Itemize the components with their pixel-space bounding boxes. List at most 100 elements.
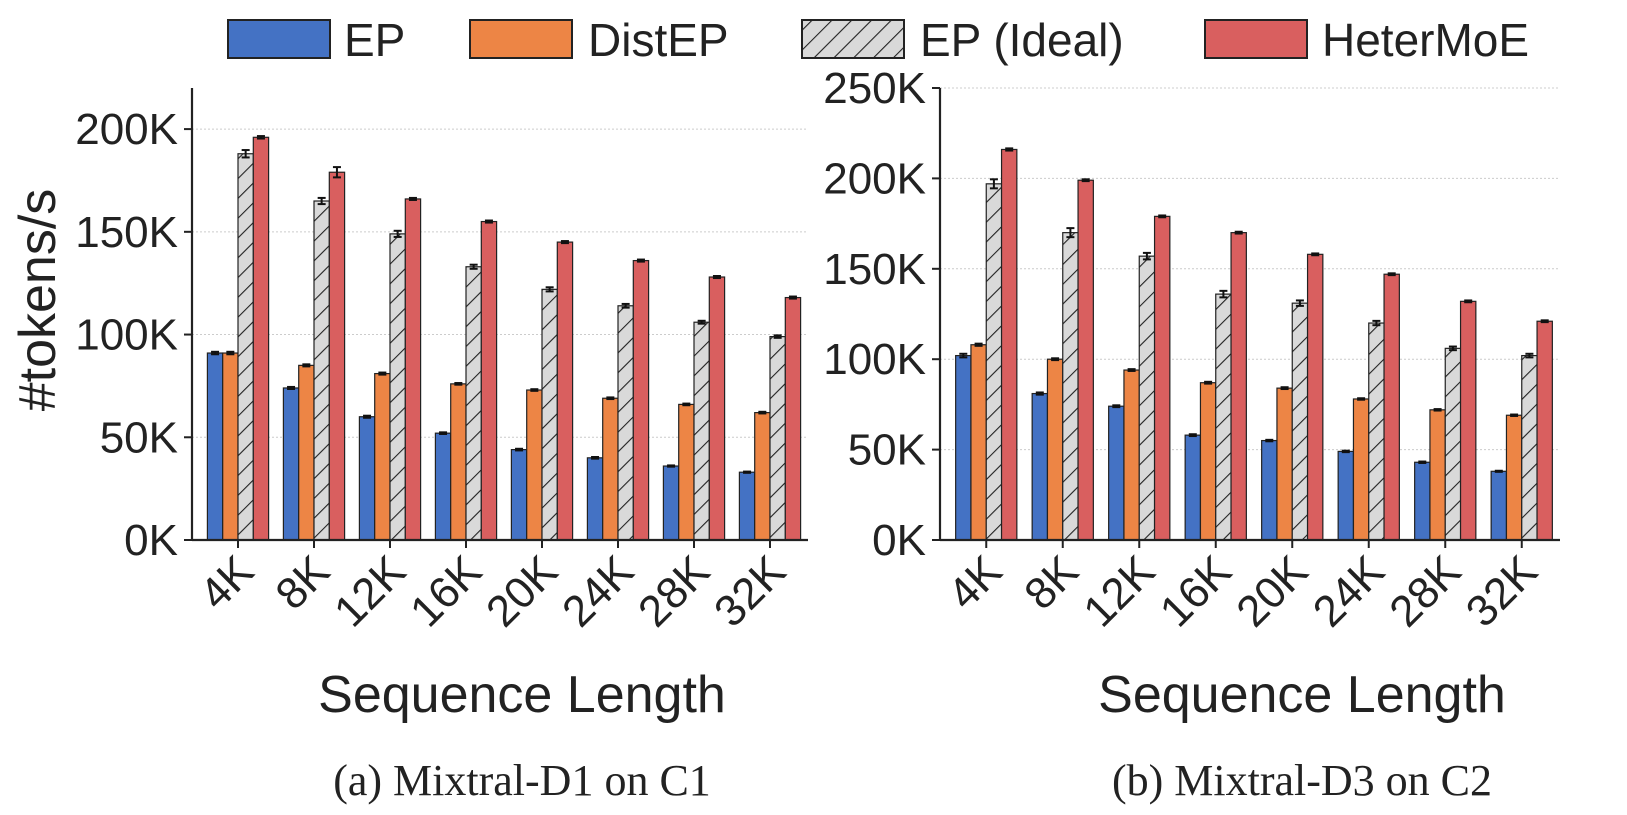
panel-b-bar-ep-8k: [1031, 392, 1049, 541]
panel-b-ytick-label-200k: 200K: [823, 154, 926, 203]
panel-a-bar-hetermoe-28k: [708, 276, 726, 541]
panel-b-bar-distep-8k: [1046, 358, 1064, 541]
panel-a-bar-ep-8k: [282, 387, 300, 541]
panel-b-bar-hetermoe-16k: [1230, 232, 1247, 541]
panel-a-bar-hetermoe-20k: [556, 241, 574, 541]
panel-b-xtick-label-24k: 24K: [1304, 546, 1394, 636]
panel-b-bar-ep-16k: [1184, 434, 1202, 541]
panel-b-bar-hetermoe-28k: [1459, 300, 1477, 541]
panel-a-ytick-label-200k: 200K: [75, 105, 178, 154]
panel-a: 4K 8K12K16K20K24K28K32K0K50K100K150K200K …: [9, 88, 808, 805]
legend-label-ep: EP: [344, 14, 405, 66]
panel-b-caption: (b) Mixtral-D3 on C2: [1112, 756, 1492, 805]
panel-b-ytick-label-0k: 0K: [872, 516, 926, 565]
panel-a-xlabel: Sequence Length: [318, 666, 726, 724]
panel-a-xtick-label-8k: 8K: [266, 546, 339, 619]
panel-a-bar-hetermoe-16k: [480, 220, 498, 541]
panel-a-xtick-label-32k: 32K: [705, 546, 795, 636]
panel-b-bar-hetermoe-4k: [1000, 148, 1018, 541]
panel-b-xlabel: Sequence Length: [1098, 666, 1506, 724]
panel-b-bar-ep-28k: [1414, 461, 1431, 541]
panel-b-bar-distep-4k: [970, 344, 987, 541]
panel-b-ytick-label-50k: 50K: [848, 426, 926, 475]
panel-a-xtick-label-4k: 4K: [190, 546, 263, 619]
panel-b-ytick-label-150k: 150K: [823, 245, 926, 294]
panel-a-bar-ep-ideal-32k: [769, 336, 786, 541]
panel-b-xtick-label-32k: 32K: [1457, 546, 1547, 636]
panel-b-xtick-label-8k: 8K: [1015, 546, 1088, 619]
panel-a-bar-distep-28k: [678, 403, 695, 541]
panel-a-xtick-label-12k: 12K: [325, 546, 415, 636]
panel-a-bar-ep-16k: [434, 432, 452, 541]
legend: EP DistEP EP (Ideal) HeterMoE: [227, 14, 1529, 66]
panel-b-bar-ep-ideal-24k: [1368, 322, 1385, 541]
panel-b-bar-hetermoe-32k: [1536, 320, 1553, 541]
legend-label-ep-ideal: EP (Ideal): [920, 14, 1124, 66]
panel-a-xtick-label-24k: 24K: [553, 546, 643, 636]
panel-b-bar-ep-ideal-20k: [1291, 302, 1309, 541]
legend-swatch-hetermoe: [1204, 19, 1308, 59]
panel-a-bar-ep-4k: [206, 352, 224, 541]
panel-b-bar-ep-4k: [955, 354, 972, 541]
panel-a-bar-hetermoe-12k: [404, 198, 422, 541]
panel-b-bar-distep-24k: [1352, 398, 1370, 541]
panel-a-bar-distep-24k: [602, 397, 619, 541]
panel-a-bar-distep-8k: [298, 364, 315, 541]
panel-b-xtick-label-4k: 4K: [939, 546, 1012, 619]
panel-a-xtick-label-20k: 20K: [477, 546, 567, 636]
panel-a-bar-ep-12k: [358, 416, 376, 541]
panel-b-xtick-label-20k: 20K: [1227, 546, 1317, 636]
panel-b-bar-ep-32k: [1490, 470, 1508, 541]
panel-a-ytick-label-150k: 150K: [75, 208, 178, 257]
panel-b-bar-hetermoe-24k: [1383, 273, 1400, 541]
panel-b-bar-hetermoe-12k: [1153, 215, 1171, 541]
panel-b-xtick-label-16k: 16K: [1151, 546, 1241, 636]
panel-b-bar-ep-ideal-8k: [1062, 232, 1079, 541]
legend-item-ep: EP: [227, 14, 405, 66]
panel-a-bar-hetermoe-32k: [784, 296, 802, 541]
panel-b-bar-ep-ideal-32k: [1521, 354, 1538, 541]
legend-label-hetermoe: HeterMoE: [1322, 14, 1529, 66]
legend-label-distep: DistEP: [588, 14, 729, 66]
panel-b-ytick-label-250k: 250K: [823, 64, 926, 113]
panel-a-xtick-label-28k: 28K: [629, 546, 719, 636]
panel-b-bar-ep-ideal-4k: [985, 183, 1003, 541]
panel-a-bar-distep-16k: [450, 383, 467, 541]
panel-b-bar-hetermoe-8k: [1077, 179, 1094, 541]
panel-b-bar-ep-20k: [1261, 439, 1278, 541]
panel-a-ytick-label-100k: 100K: [75, 311, 178, 360]
legend-swatch-distep: [469, 19, 573, 59]
panel-a-bar-ep-20k: [510, 449, 528, 541]
legend-item-hetermoe: HeterMoE: [1204, 14, 1529, 66]
panel-a-bar-distep-32k: [754, 412, 771, 541]
panel-b-bar-distep-28k: [1429, 409, 1446, 541]
panel-a-bar-hetermoe-8k: [328, 171, 346, 541]
panel-b-bar-ep-24k: [1337, 450, 1355, 541]
legend-swatch-ep-ideal: [801, 19, 905, 59]
panel-b-bar-distep-12k: [1123, 369, 1140, 541]
legend-swatch-ep: [227, 19, 331, 59]
panel-a-bar-ep-ideal-8k: [313, 200, 330, 541]
panel-a-bar-ep-ideal-20k: [541, 288, 558, 541]
panel-b-bar-distep-32k: [1505, 414, 1523, 541]
legend-item-distep: DistEP: [469, 14, 729, 66]
panel-a-ylabel: #tokens/s: [9, 189, 67, 412]
panel-a-bar-distep-4k: [222, 352, 239, 541]
panel-a-bar-ep-32k: [738, 471, 756, 541]
panel-b-ytick-label-100k: 100K: [823, 335, 926, 384]
panel-b-bar-hetermoe-20k: [1306, 253, 1324, 541]
panel-a-ytick-label-0k: 0K: [124, 516, 178, 565]
panel-a-xtick-label-16k: 16K: [401, 546, 491, 636]
panel-b-bar-ep-ideal-28k: [1444, 347, 1462, 541]
panel-b-bar-distep-16k: [1199, 382, 1217, 541]
panel-b-bar-ep-ideal-12k: [1138, 255, 1156, 541]
panel-a-bar-ep-ideal-24k: [617, 305, 634, 541]
panel-a-caption: (a) Mixtral-D1 on C1: [333, 756, 711, 805]
panel-a-bar-ep-24k: [586, 457, 604, 541]
legend-item-ep-ideal: EP (Ideal): [801, 14, 1124, 66]
panel-b-bar-ep-12k: [1108, 405, 1125, 541]
